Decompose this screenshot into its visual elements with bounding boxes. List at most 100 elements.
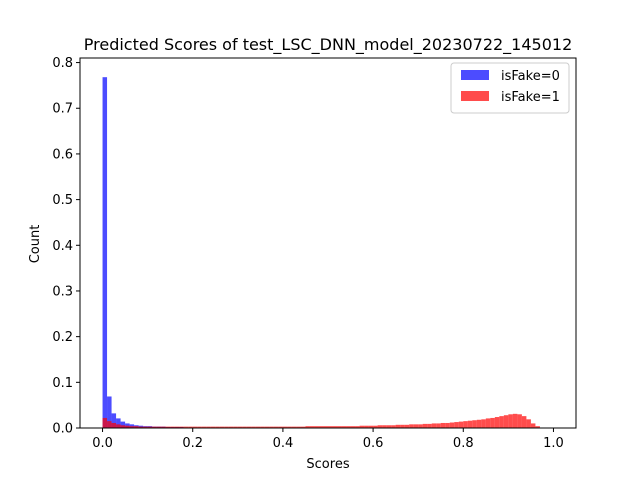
legend: isFake=0 isFake=1 xyxy=(450,62,570,114)
bar-isfake1-92 xyxy=(517,414,522,428)
bar-isfake1-7 xyxy=(134,426,139,428)
bar-isfake1-1 xyxy=(107,421,112,428)
y-tick-label: 0.5 xyxy=(52,193,73,208)
y-tick-label: 0.8 xyxy=(52,56,73,71)
bar-isfake0-3 xyxy=(116,418,121,428)
bar-isfake1-79 xyxy=(458,421,464,428)
bar-isfake1-13 xyxy=(161,426,166,428)
bar-isfake1-81 xyxy=(467,420,473,428)
y-tick-label: 0.2 xyxy=(52,330,73,345)
bar-isfake1-77 xyxy=(449,422,455,428)
bar-isfake1-24 xyxy=(210,426,216,428)
bar-isfake1-60 xyxy=(373,425,378,428)
bar-isfake1-23 xyxy=(206,426,211,428)
y-tick-label: 0.0 xyxy=(52,422,73,437)
bar-isfake1-34 xyxy=(255,426,261,428)
bar-isfake1-12 xyxy=(156,426,162,428)
bars-group xyxy=(102,77,545,429)
bar-isfake1-40 xyxy=(282,426,288,428)
legend-swatch xyxy=(461,70,489,80)
bar-isfake1-10 xyxy=(147,426,153,428)
bar-isfake0-1 xyxy=(107,396,112,428)
bar-isfake1-72 xyxy=(427,423,432,428)
bar-isfake1-53 xyxy=(341,426,347,428)
bar-isfake1-27 xyxy=(224,426,229,428)
bar-isfake1-93 xyxy=(521,416,527,428)
bar-isfake1-50 xyxy=(328,426,333,428)
x-tick-label: 0.0 xyxy=(92,436,113,451)
bar-isfake1-29 xyxy=(233,426,238,428)
bar-isfake1-62 xyxy=(382,425,387,428)
bar-isfake1-84 xyxy=(481,419,486,428)
bar-isfake1-49 xyxy=(323,426,328,428)
bar-isfake0-0 xyxy=(102,77,108,429)
bar-isfake1-20 xyxy=(192,426,198,428)
bar-isfake1-91 xyxy=(512,413,518,428)
bar-isfake1-75 xyxy=(440,422,446,428)
bar-isfake1-2 xyxy=(111,422,117,428)
bar-isfake1-61 xyxy=(377,425,383,428)
bar-isfake1-14 xyxy=(165,426,171,428)
bar-isfake1-30 xyxy=(237,426,243,428)
y-axis-label: Count xyxy=(28,225,43,264)
bar-isfake1-57 xyxy=(359,425,365,428)
bar-isfake1-21 xyxy=(197,426,202,428)
y-tick-label: 0.3 xyxy=(52,284,73,299)
bar-isfake1-70 xyxy=(418,424,423,428)
y-tick-label: 0.7 xyxy=(52,102,73,117)
bar-isfake1-44 xyxy=(300,426,306,428)
bar-isfake1-46 xyxy=(309,426,315,428)
bar-isfake1-8 xyxy=(138,426,144,428)
bar-isfake1-17 xyxy=(179,426,184,428)
bar-isfake1-18 xyxy=(183,426,189,428)
bar-isfake1-51 xyxy=(332,426,338,428)
bar-isfake1-94 xyxy=(526,419,531,428)
legend-label: isFake=1 xyxy=(501,90,560,105)
y-tick-label: 0.1 xyxy=(52,376,73,391)
bar-isfake1-28 xyxy=(228,426,234,428)
bar-isfake1-3 xyxy=(116,424,121,428)
bar-isfake1-31 xyxy=(242,426,247,428)
plot-frame xyxy=(79,57,577,429)
bar-isfake1-35 xyxy=(260,426,265,428)
bar-isfake1-66 xyxy=(400,424,405,428)
bar-isfake1-95 xyxy=(530,423,536,428)
bar-isfake1-36 xyxy=(264,426,270,428)
y-tick-label: 0.6 xyxy=(52,147,73,162)
bar-isfake1-76 xyxy=(445,422,450,428)
bar-isfake1-38 xyxy=(273,426,279,428)
bar-isfake1-9 xyxy=(143,426,148,428)
bar-isfake1-37 xyxy=(269,426,274,428)
bar-isfake1-69 xyxy=(413,424,419,428)
bar-isfake1-48 xyxy=(318,426,324,428)
bar-isfake1-15 xyxy=(170,426,175,428)
bar-isfake1-33 xyxy=(251,426,256,428)
legend-label: isFake=0 xyxy=(501,69,560,84)
bar-isfake1-78 xyxy=(454,422,459,428)
bar-isfake1-80 xyxy=(463,421,468,428)
bar-isfake1-47 xyxy=(314,426,319,428)
bar-isfake1-87 xyxy=(494,417,500,428)
x-tick-label: 0.6 xyxy=(363,436,384,451)
bar-isfake1-32 xyxy=(246,426,252,428)
bar-isfake1-52 xyxy=(337,426,342,428)
bar-isfake1-16 xyxy=(174,426,180,428)
x-tick-label: 1.0 xyxy=(543,436,564,451)
x-tick-label: 0.4 xyxy=(273,436,294,451)
bar-isfake1-54 xyxy=(346,426,351,428)
bar-isfake1-5 xyxy=(125,425,130,428)
bar-isfake1-71 xyxy=(422,423,428,428)
bar-isfake1-43 xyxy=(296,426,301,428)
bar-isfake0-2 xyxy=(111,413,117,428)
bar-isfake1-19 xyxy=(188,426,193,428)
bar-isfake0-4 xyxy=(120,421,126,428)
bar-isfake1-68 xyxy=(409,424,414,428)
bar-isfake1-85 xyxy=(485,418,491,428)
bar-isfake1-41 xyxy=(287,426,292,428)
x-tick-label: 0.2 xyxy=(182,436,203,451)
bar-isfake1-0 xyxy=(102,417,108,428)
bar-isfake1-4 xyxy=(120,425,126,428)
x-tick-label: 0.8 xyxy=(453,436,474,451)
bar-isfake1-73 xyxy=(431,423,437,428)
bar-isfake1-64 xyxy=(391,425,396,428)
